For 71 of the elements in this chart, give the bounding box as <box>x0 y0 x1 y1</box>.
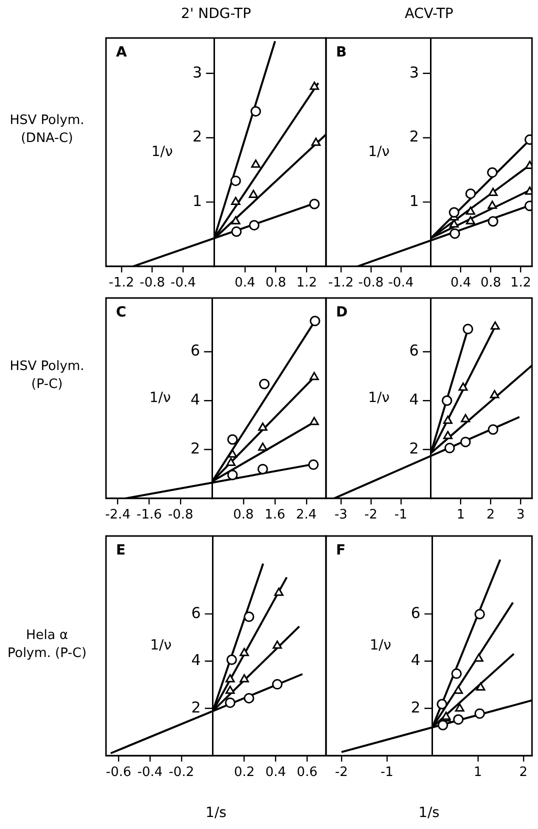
x-tick-label: 0.8 <box>265 276 286 291</box>
y-tick-label: 6 <box>191 604 201 622</box>
x-tick-label: 0.8 <box>480 276 502 291</box>
y-tick-label: 2 <box>409 128 419 146</box>
x-tick-label: 1.6 <box>264 508 286 523</box>
x-axis-title: 1/s <box>206 805 226 822</box>
x-tick-label: -1.2 <box>328 276 354 291</box>
x-tick-label: -0.4 <box>137 764 163 780</box>
chart-subtitle: 2' NDG-TP <box>180 6 252 22</box>
x-tick-label: 0.4 <box>450 276 472 291</box>
y-axis-title: 1/ν <box>149 390 171 406</box>
x-tick-label: -3 <box>334 508 348 523</box>
y-tick-label: 3 <box>409 63 419 82</box>
x-tick-label: -2 <box>334 764 348 780</box>
x-tick-label: -2 <box>364 508 378 523</box>
x-tick-label: -1 <box>394 508 408 523</box>
x-tick-label: 2 <box>486 508 495 523</box>
x-tick-label: 0.6 <box>296 764 318 780</box>
y-axis-title: 1/ν <box>368 144 390 160</box>
text: A <box>116 44 127 61</box>
x-tick-label: 0.4 <box>265 764 286 780</box>
x-tick-label: 1.2 <box>510 276 532 291</box>
x-axis-title: 1/s <box>418 805 440 822</box>
x-tick-label: -0.8 <box>168 508 194 523</box>
y-tick-label: 4 <box>191 651 201 670</box>
y-tick-label: 2 <box>410 698 420 716</box>
y-tick-label: 2 <box>190 439 200 458</box>
y-tick-label: 4 <box>410 651 420 670</box>
x-tick-label: -0.8 <box>140 276 166 291</box>
x-tick-label: -0.8 <box>358 276 384 291</box>
text: C <box>116 304 126 321</box>
y-tick-label: 6 <box>410 604 420 622</box>
x-tick-label: -1 <box>380 764 394 780</box>
y-axis-title: 1/ν <box>150 637 172 654</box>
y-tick-label: 2 <box>409 439 419 458</box>
x-tick-label: 1 <box>474 764 482 780</box>
x-tick-label: 3 <box>516 508 525 523</box>
x-tick-label: 0.4 <box>234 276 256 291</box>
x-tick-label: -1.6 <box>136 508 162 523</box>
x-tick-label: -2.4 <box>105 508 130 523</box>
y-axis-title: 1/ν <box>368 390 390 406</box>
y-tick-label: 4 <box>409 390 419 409</box>
y-tick-label: 6 <box>409 342 419 360</box>
y-axis-title: 1/ν <box>151 144 173 160</box>
text: HSV Polym. (P-C) <box>8 358 86 394</box>
x-tick-label: -0.4 <box>170 276 196 291</box>
x-tick-label: 2 <box>519 764 528 780</box>
y-tick-label: 4 <box>190 390 200 409</box>
x-tick-label: 0.8 <box>233 508 254 523</box>
text: Hela α Polym. (P-C) <box>6 627 88 663</box>
x-tick-label: 0.2 <box>234 764 255 780</box>
text: E <box>116 542 126 559</box>
y-tick-label: 2 <box>191 698 201 716</box>
x-tick-label: 1.2 <box>296 276 318 291</box>
y-tick-label: 1 <box>409 192 419 210</box>
x-tick-label: -0.2 <box>168 764 194 780</box>
chart-subtitle: ACV-TP <box>404 6 454 22</box>
text: HSV Polym. (DNA-C) <box>8 112 86 148</box>
x-tick-label: -0.4 <box>388 276 414 291</box>
x-tick-label: 1 <box>456 508 465 523</box>
y-tick-label: 3 <box>192 63 202 82</box>
y-axis-title: 1/ν <box>370 637 392 654</box>
y-tick-label: 6 <box>190 342 200 360</box>
x-tick-label: -0.6 <box>106 764 132 780</box>
text: D <box>336 304 348 321</box>
y-tick-label: 2 <box>192 128 202 146</box>
x-tick-label: -1.2 <box>108 276 134 291</box>
y-tick-label: 1 <box>192 192 202 210</box>
text: B <box>336 44 347 61</box>
x-tick-label: 2.4 <box>296 508 317 523</box>
text: F <box>336 542 346 559</box>
